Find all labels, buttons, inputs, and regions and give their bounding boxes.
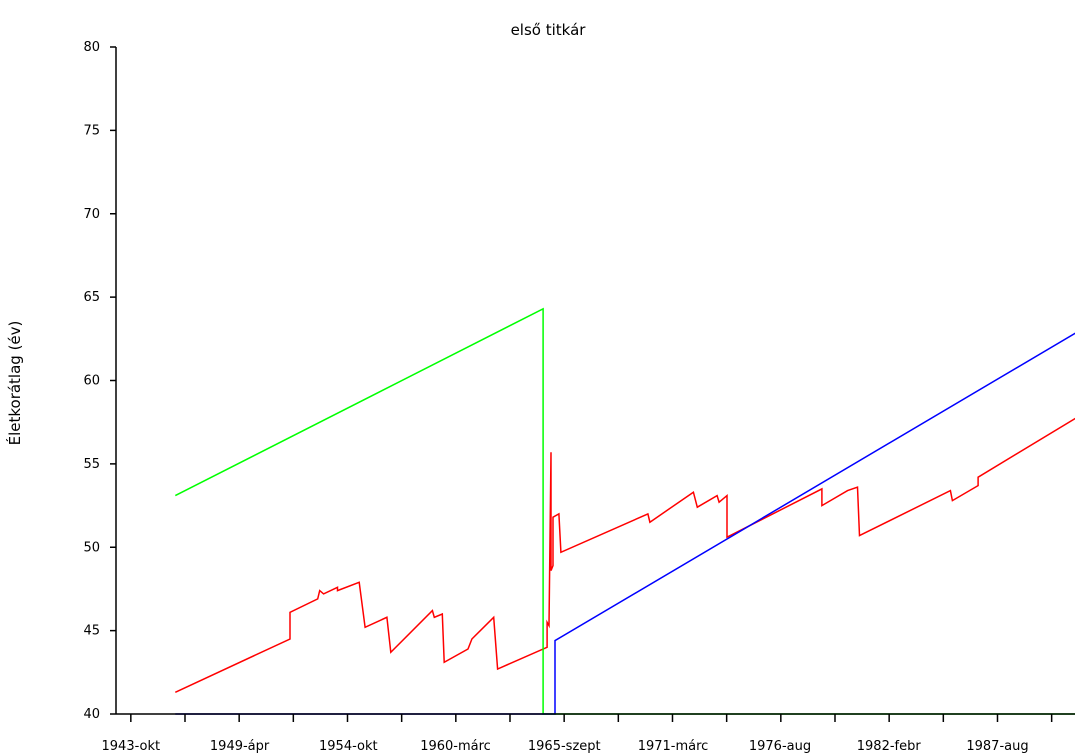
y-tick-label: 60 (83, 374, 100, 389)
y-tick-label: 70 (83, 207, 100, 222)
x-tick-label: 1943-okt (102, 739, 161, 754)
series-line-1 (174, 417, 1075, 693)
x-tick-label: 1982-febr (857, 739, 922, 754)
chart-subtitle: első titkár (511, 21, 587, 39)
x-tick-label: 1960-márc (420, 739, 491, 754)
series-line-2 (174, 307, 1075, 715)
x-tick-label: 1987-aug (966, 739, 1028, 754)
plot-area (174, 307, 1075, 715)
y-tick-label: 65 (83, 290, 100, 305)
series-line-3 (175, 332, 1075, 715)
x-tick-label: 1949-ápr (210, 739, 270, 754)
x-tick-label: 1965-szept (528, 739, 601, 754)
y-axis-label: Életkorátlag (év) (5, 321, 24, 446)
x-tick-label: 1971-márc (638, 739, 709, 754)
axes: 40 45 50 55 60 65 70 75 80 1943-okt 1949-ápr 1954-o… (83, 40, 1075, 754)
x-tick-label: 1954-okt (319, 739, 378, 754)
y-tick-label: 50 (83, 540, 100, 555)
y-tick-label: 40 (83, 707, 100, 722)
y-tick-label: 55 (83, 457, 100, 472)
x-tick-label: 1976-aug (749, 739, 811, 754)
y-tick-label: 75 (83, 123, 100, 138)
y-tick-label: 45 (83, 624, 100, 639)
y-tick-label: 80 (83, 40, 100, 55)
